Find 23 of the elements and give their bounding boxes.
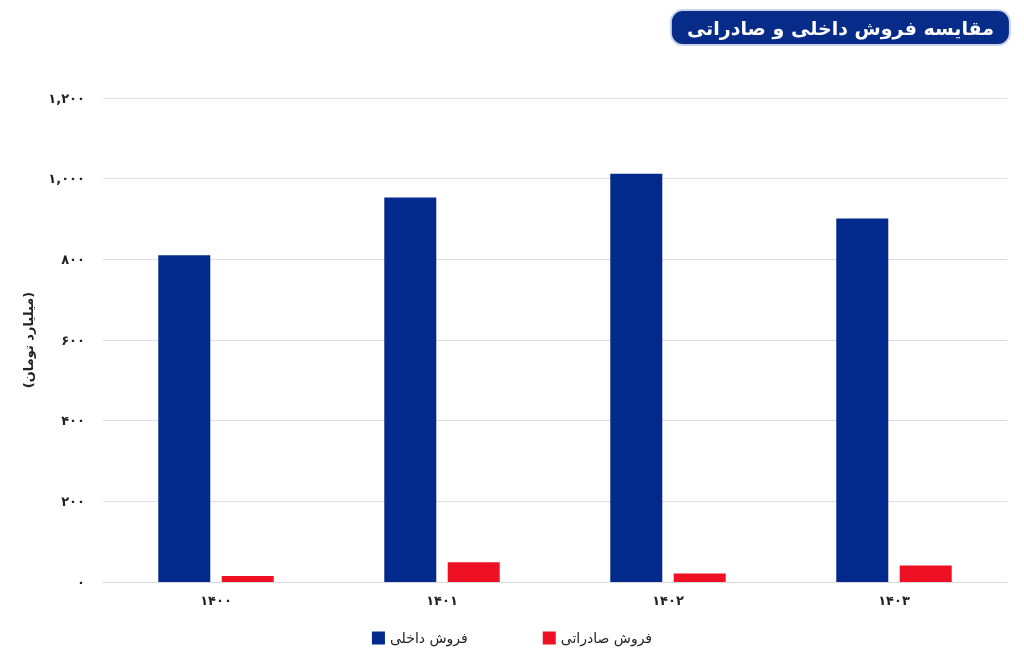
bar [384,197,437,582]
y-tick-label: ۶۰۰ [61,332,85,348]
y-axis-title: (میلیارد تومان) [21,291,36,389]
y-tick-label: ۱,۰۰۰ [48,171,85,187]
y-tick-label: ۲۰۰ [61,493,85,509]
chart-title: مقایسه فروش داخلی و صادراتی [686,16,994,40]
legend-label: فروش صادراتی [560,630,653,647]
x-tick-label: ۱۴۰۳ [878,593,910,608]
y-tick-label: ۸۰۰ [61,251,85,267]
bar [447,562,500,582]
bar [673,573,726,582]
x-tick-label: ۱۴۰۲ [652,593,684,608]
y-tick-label: ۱,۲۰۰ [48,90,85,106]
legend-label: فروش داخلی [389,630,468,647]
bar [158,255,211,582]
y-tick-label: ۰ [77,574,85,590]
x-tick-label: ۱۴۰۱ [426,593,458,608]
y-tick-label: ۴۰۰ [61,413,85,429]
bar [610,173,663,582]
bar [836,218,889,582]
bar [899,565,952,582]
x-tick-label: ۱۴۰۰ [200,593,232,608]
bar [221,575,274,582]
